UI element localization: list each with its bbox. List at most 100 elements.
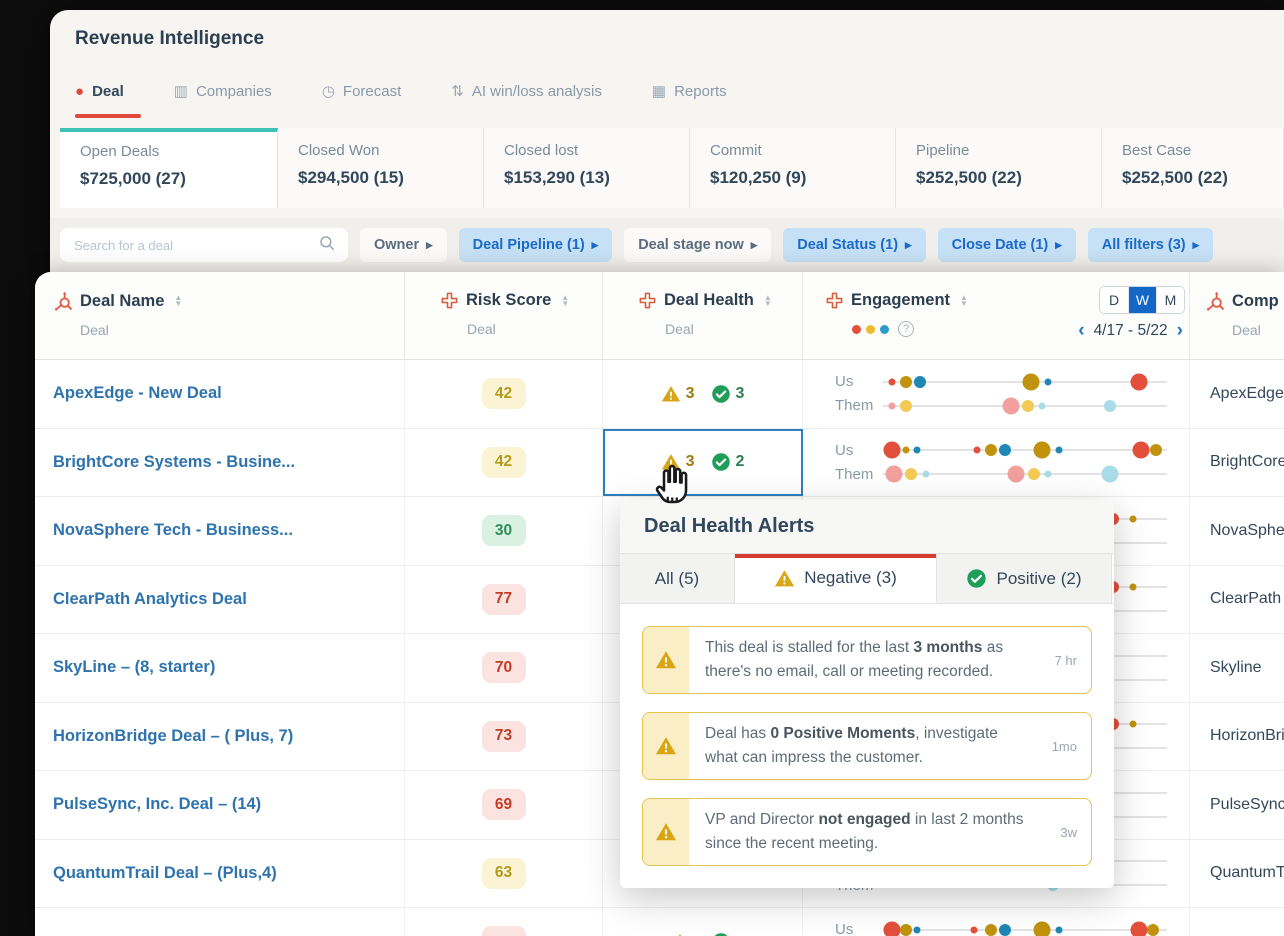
table-header: Deal Name ▲ ▼ Deal Risk Score ▲ ▼ Deal Deal … [35,272,1284,360]
deal-health-cell[interactable]: 3 3 [603,360,803,428]
nav-tab-deal[interactable]: ● Deal [75,83,124,100]
caret-right-icon: ▸ [905,237,912,252]
summary-card-best-case[interactable]: Best Case $252,500 (22) [1102,128,1284,208]
summary-card-closed-won[interactable]: Closed Won $294,500 (15) [278,128,484,208]
filter-chip-owner[interactable]: Owner ▸ [360,228,447,262]
engagement-dot-blue [913,926,921,934]
nav-tab-label: Reports [674,82,727,100]
risk-score-cell: 42 [405,360,603,428]
filter-chip-deal-stage-now[interactable]: Deal stage now ▸ [624,228,772,262]
company-cell: NovaSphere [1210,521,1284,539]
alert-card[interactable]: This deal is stalled for the last 3 mont… [642,626,1092,695]
engagement-cell: Us Them [803,360,1190,428]
legend-dot-icon [880,324,889,334]
column-header-deal-health[interactable]: Deal Health ▲ ▼ Deal [603,272,803,359]
summary-card-pipeline[interactable]: Pipeline $252,500 (22) [896,128,1102,208]
summary-card-open-deals[interactable]: Open Deals $725,000 (27) [60,128,278,208]
caret-right-icon: ▸ [1055,237,1062,252]
column-header-risk-score[interactable]: Risk Score ▲ ▼ Deal [405,272,603,359]
sort-arrows-icon[interactable]: ▲ ▼ [561,292,570,308]
deal-name-link[interactable]: ApexEdge - New Deal [53,384,222,403]
engagement-dot-olive [1129,720,1137,728]
engagement-dot-red [883,441,901,459]
engagement-dot-lightblue [1101,465,1119,483]
nav-tab-companies[interactable]: ▥ Companies [174,82,272,101]
popup-tab-label: All (5) [654,568,700,588]
filter-chip-close-date-1-[interactable]: Close Date (1) ▸ [937,228,1076,262]
deal-name-link[interactable]: HorizonBridge Deal – ( Plus, 7) [53,726,294,745]
popup-tab-positive-2-[interactable]: Positive (2) [937,554,1112,603]
warning-icon [678,933,681,936]
deal-search[interactable] [60,228,348,262]
help-icon[interactable]: ? [898,321,914,337]
engagement-us-label: Us [835,441,854,459]
caret-right-icon: ▸ [750,237,758,252]
filter-chip-all-filters-3-[interactable]: All filters (3) ▸ [1087,228,1214,262]
period-option-d[interactable]: D [1108,292,1120,308]
engagement-dot-olive [899,375,912,388]
warning-icon [655,823,677,841]
summary-card-label: Best Case [1122,142,1192,159]
negative-alerts: 3 [661,384,695,404]
caret-right-icon: ▸ [426,237,433,252]
column-header-comp[interactable]: Comp Deal [1190,272,1284,359]
alert-warning-strip [643,713,689,780]
sort-arrows-icon[interactable]: ▲ ▼ [960,292,968,308]
table-row: Us Them [35,908,1284,936]
nav-tab-forecast[interactable]: ◷ Forecast [322,82,401,101]
summary-card-closed-lost[interactable]: Closed lost $153,290 (13) [484,128,690,208]
engagement-them-track [883,395,1167,416]
column-title: Risk Score [466,291,552,309]
risk-score-badge: 42 [481,446,526,478]
popup-tab-all-5-[interactable]: All (5) [620,554,735,603]
period-option-w[interactable]: W [1128,287,1156,313]
engagement-dot-olive [984,444,997,457]
deal-health-alerts-popup: Deal Health Alerts All (5) Negative (3) … [620,500,1114,889]
summary-card-value: $120,250 (9) [710,168,807,187]
search-icon [318,234,336,257]
period-option-m[interactable]: M [1156,287,1184,313]
warning-icon [655,651,677,669]
deal-name-link[interactable]: QuantumTrail Deal – (Plus,4) [53,863,277,882]
alert-warning-strip [643,627,689,694]
chevron-right-icon[interactable]: › [1176,320,1183,341]
column-title: Engagement [851,291,951,309]
filter-chip-deal-status-1-[interactable]: Deal Status (1) ▸ [783,228,926,262]
deal-name-link[interactable]: BrightCore Systems - Busine... [53,452,296,471]
filter-chip-deal-pipeline-1-[interactable]: Deal Pipeline (1) ▸ [458,228,613,262]
deal-health-cell[interactable]: 3 2 [603,428,803,496]
positive-alerts [711,932,736,936]
risk-score-cell: 42 [405,428,603,496]
deal-name-cell: PulseSync, Inc. Deal – (14) [35,771,405,839]
engagement-dot-blue [913,446,921,454]
nav-tab-ai-win-loss-analysis[interactable]: ⇅ AI win/loss analysis [451,82,602,101]
engagement-dot-olive [899,923,912,936]
popup-header: Deal Health Alerts [620,500,1114,554]
alert-card[interactable]: Deal has 0 Positive Moments, investigate… [642,712,1092,781]
search-input[interactable] [72,236,318,254]
deal-name-link[interactable]: NovaSphere Tech - Business... [53,521,293,540]
sort-arrows-icon[interactable]: ▲ ▼ [174,293,183,308]
engagement-dot-blue [1055,446,1063,454]
chevron-left-icon[interactable]: ‹ [1078,320,1085,341]
popup-tab-negative-3-[interactable]: Negative (3) [735,554,937,603]
column-header-deal-name[interactable]: Deal Name ▲ ▼ Deal [35,272,405,359]
check-icon [711,385,730,403]
deal-name-link[interactable]: PulseSync, Inc. Deal – (14) [53,795,262,814]
deal-name-cell: QuantumTrail Deal – (Plus,4) [35,839,405,907]
positive-count: 3 [735,384,745,402]
summary-card-commit[interactable]: Commit $120,250 (9) [690,128,896,208]
column-title: Deal Health [664,291,754,309]
nav-tab-reports[interactable]: ▦ Reports [652,82,727,101]
alert-card[interactable]: VP and Director not engaged in last 2 mo… [642,798,1092,867]
sort-arrows-icon[interactable]: ▲ ▼ [763,292,772,308]
date-range-label: 4/17 - 5/22 [1093,321,1168,339]
deal-health-cell[interactable] [603,908,803,936]
deal-name-link[interactable]: SkyLine – (8, starter) [53,658,216,677]
engagement-dot-olive [1129,515,1137,523]
warning-icon [661,385,680,402]
popup-tab-label: Negative (3) [804,568,897,587]
engagement-dot-red [973,446,981,454]
deal-name-link[interactable]: ClearPath Analytics Deal [53,589,247,608]
